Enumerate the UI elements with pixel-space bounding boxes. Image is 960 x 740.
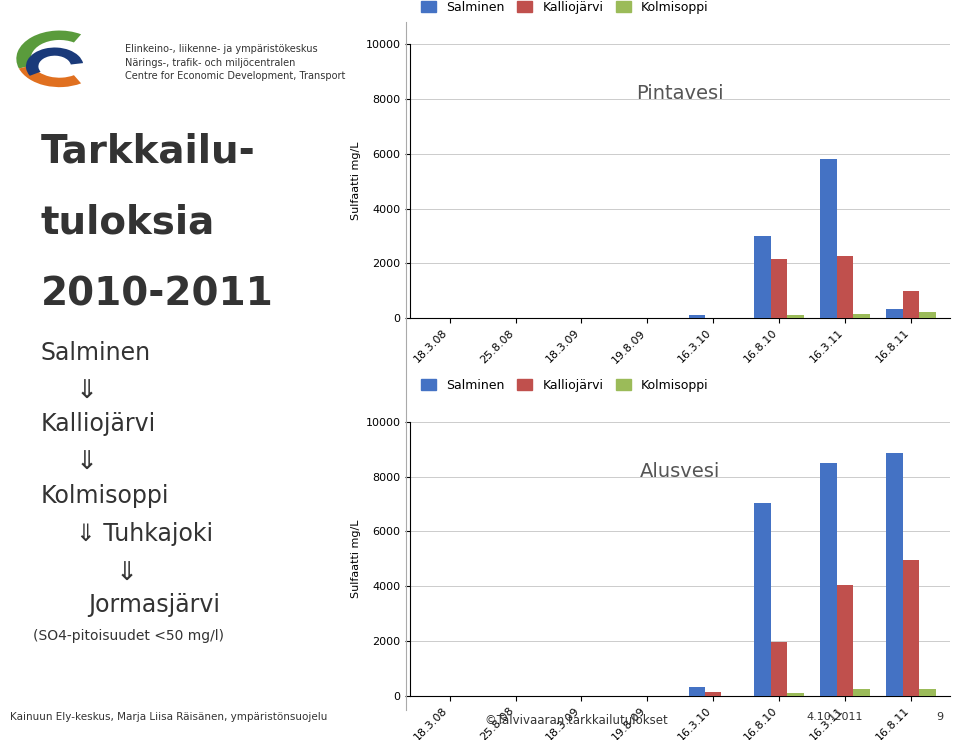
- Wedge shape: [26, 47, 84, 75]
- Bar: [771, 259, 787, 318]
- Text: ©Talvivaaran tarkkailutulokset: ©Talvivaaran tarkkailutulokset: [485, 713, 667, 727]
- Text: Kalliojärvi: Kalliojärvi: [41, 412, 156, 437]
- Text: Centre for Economic Development, Transport: Centre for Economic Development, Transpo…: [125, 71, 346, 81]
- Bar: [837, 585, 853, 696]
- Bar: [886, 309, 902, 318]
- Text: 9: 9: [936, 711, 943, 722]
- Text: Elinkeino-, liikenne- ja ympäristökeskus: Elinkeino-, liikenne- ja ympäristökeskus: [125, 44, 318, 55]
- Y-axis label: Sulfaatti mg/L: Sulfaatti mg/L: [351, 142, 361, 221]
- Text: ⇓: ⇓: [76, 378, 98, 405]
- Text: Pintavesi: Pintavesi: [636, 84, 724, 103]
- Bar: [820, 463, 837, 696]
- Text: Närings-, trafik- och miljöcentralen: Närings-, trafik- och miljöcentralen: [125, 58, 295, 68]
- Bar: [902, 560, 919, 696]
- Bar: [688, 687, 705, 696]
- Legend: Salminen, Kalliojärvi, Kolmisoppi: Salminen, Kalliojärvi, Kolmisoppi: [417, 374, 713, 397]
- Text: Tarkkailu-: Tarkkailu-: [41, 132, 255, 170]
- Wedge shape: [19, 65, 81, 87]
- Bar: [705, 692, 722, 696]
- Text: Alusvesi: Alusvesi: [640, 462, 720, 481]
- Legend: Salminen, Kalliojärvi, Kolmisoppi: Salminen, Kalliojärvi, Kolmisoppi: [417, 0, 713, 19]
- Text: tuloksia: tuloksia: [41, 204, 215, 242]
- Text: ⇓ Tuhkajoki: ⇓ Tuhkajoki: [76, 522, 213, 545]
- Bar: [837, 257, 853, 318]
- Bar: [755, 502, 771, 696]
- Text: ⇓: ⇓: [115, 561, 137, 587]
- Text: ⇓: ⇓: [76, 450, 98, 476]
- Y-axis label: Sulfaatti mg/L: Sulfaatti mg/L: [351, 519, 361, 598]
- Text: Jormasjärvi: Jormasjärvi: [88, 593, 220, 616]
- Bar: [755, 236, 771, 318]
- Bar: [919, 312, 936, 318]
- Text: Salminen: Salminen: [41, 340, 151, 365]
- Bar: [919, 689, 936, 696]
- Bar: [886, 454, 902, 696]
- Text: 4.10.2011: 4.10.2011: [806, 711, 863, 722]
- Bar: [902, 292, 919, 318]
- Bar: [853, 689, 870, 696]
- Wedge shape: [16, 30, 81, 69]
- Bar: [787, 314, 804, 318]
- Bar: [853, 314, 870, 318]
- Bar: [820, 159, 837, 318]
- Text: Kainuun Ely-keskus, Marja Liisa Räisänen, ympäristönsuojelu: Kainuun Ely-keskus, Marja Liisa Räisänen…: [10, 711, 327, 722]
- Text: 2010-2011: 2010-2011: [41, 275, 274, 314]
- Bar: [771, 642, 787, 696]
- Bar: [688, 314, 705, 318]
- Text: (SO4-pitoisuudet <50 mg/l): (SO4-pitoisuudet <50 mg/l): [33, 629, 224, 643]
- Bar: [787, 693, 804, 696]
- Text: Kolmisoppi: Kolmisoppi: [41, 484, 169, 508]
